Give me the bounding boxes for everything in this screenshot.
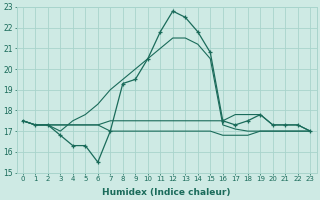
X-axis label: Humidex (Indice chaleur): Humidex (Indice chaleur): [102, 188, 231, 197]
